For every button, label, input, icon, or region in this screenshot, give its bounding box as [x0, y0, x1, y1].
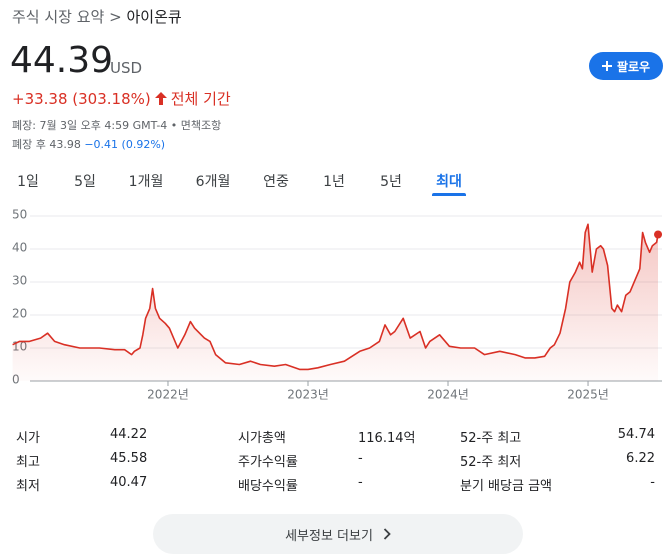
up-arrow-icon [154, 92, 167, 105]
breadcrumb-current: 아이온큐 [126, 8, 182, 26]
breadcrumb-parent[interactable]: 주식 시장 요약 [12, 8, 105, 26]
follow-label: 팔로우 [616, 59, 651, 74]
range-tab[interactable]: 1개월 [128, 174, 164, 190]
y-tick-label: 20 [12, 307, 27, 321]
last-point [654, 230, 663, 239]
y-tick-label: 40 [12, 241, 27, 255]
more-details-label: 세부정보 더보기 [285, 528, 373, 544]
after-hours-change: −0.41 (0.92%) [84, 138, 166, 151]
range-tab[interactable]: 연중 [263, 174, 289, 190]
stat-value: 44.22 [110, 427, 148, 442]
price-line [12, 223, 659, 371]
price-area [12, 224, 659, 381]
currency: USD [110, 59, 143, 77]
stat-label: 시가 [16, 431, 40, 446]
range-tab[interactable]: 6개월 [195, 174, 231, 190]
range-tab[interactable]: 1일 [17, 174, 39, 190]
range-tab[interactable]: 최대 [436, 174, 462, 190]
change: +33.38 (303.18%) 전체 기간 [12, 88, 231, 109]
range-tab[interactable]: 5년 [380, 174, 402, 190]
range-tab[interactable]: 1년 [323, 174, 345, 190]
breadcrumb: 주식 시장 요약 > 아이온큐 [12, 6, 182, 27]
range-tab[interactable]: 5일 [74, 174, 96, 190]
after-hours-price: 폐장 후 43.98 [12, 138, 81, 151]
stat-label: 최고 [16, 455, 40, 470]
stat-value: 54.74 [617, 427, 655, 442]
stat-label: 최저 [16, 479, 40, 494]
x-tick-label: 2025년 [567, 388, 609, 402]
x-tick-label: 2022년 [147, 388, 189, 402]
stat-label: 시가총액 [238, 431, 286, 446]
price: 44.39 [10, 40, 114, 81]
stat-value: - [358, 451, 363, 466]
plus-icon [601, 61, 612, 71]
stat-value: 116.14억 [358, 431, 416, 446]
close-time: 폐장: 7월 3일 오후 4:59 GMT-4 • [12, 119, 178, 132]
x-tick-label: 2024년 [427, 388, 469, 402]
stat-label: 주가수익률 [238, 455, 298, 470]
stat-value: 45.58 [110, 451, 148, 466]
change-period: 전체 기간 [170, 90, 231, 108]
breadcrumb-separator: > [109, 8, 122, 26]
price-chart: 010203040502022년2023년2024년2025년 [12, 208, 663, 402]
follow-button[interactable]: 팔로우 [589, 52, 663, 80]
more-details-button[interactable]: 세부정보 더보기 [153, 514, 523, 554]
y-tick-label: 30 [12, 274, 27, 288]
x-tick-label: 2023년 [287, 388, 329, 402]
close-note: 폐장: 7월 3일 오후 4:59 GMT-4 • 면책조항 [12, 117, 221, 133]
stat-label: 52-주 최저 [460, 455, 522, 470]
stat-label: 52-주 최고 [460, 431, 522, 446]
stat-value: 6.22 [626, 451, 655, 466]
active-tab-underline [432, 193, 466, 196]
stat-label: 분기 배당금 금액 [460, 479, 552, 494]
disclaimer-link[interactable]: 면책조항 [180, 119, 222, 132]
y-tick-label: 50 [12, 208, 27, 222]
stat-value: 40.47 [110, 475, 148, 490]
stat-value: - [358, 475, 363, 490]
change-value: +33.38 (303.18%) [12, 89, 151, 108]
after-hours: 폐장 후 43.98 −0.41 (0.92%) [12, 136, 165, 152]
stat-label: 배당수익률 [238, 479, 298, 494]
chevron-icon [383, 528, 391, 540]
stat-value: - [650, 475, 655, 490]
